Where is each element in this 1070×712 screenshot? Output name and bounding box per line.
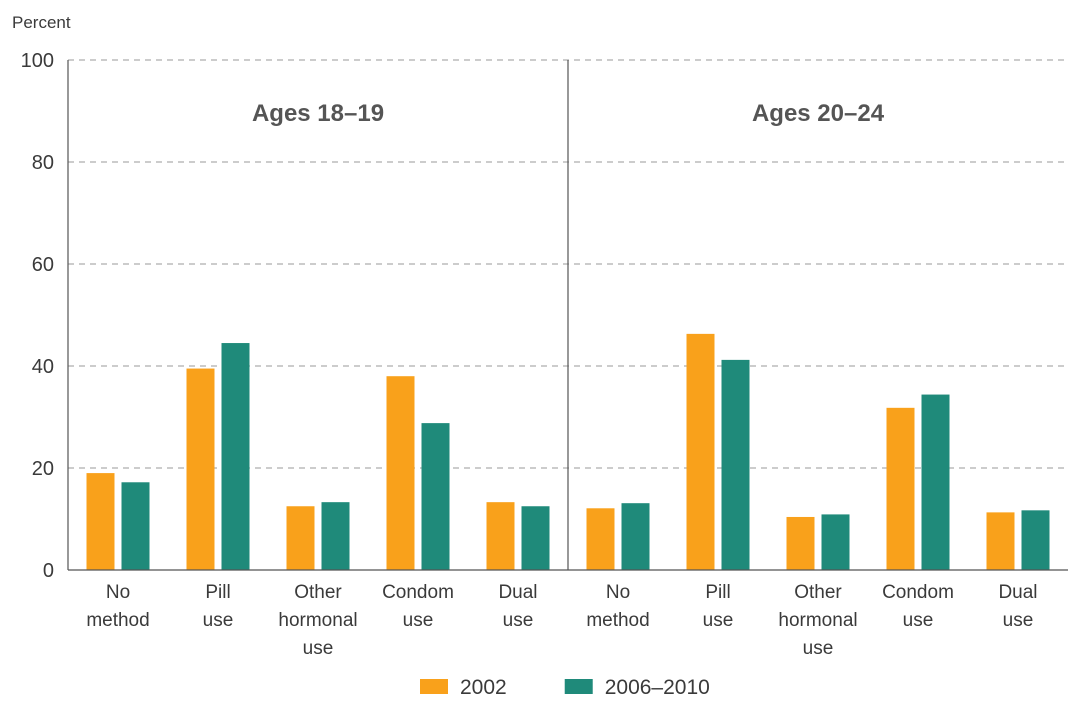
bar bbox=[986, 512, 1015, 570]
category-label: No bbox=[106, 582, 130, 603]
bar bbox=[821, 514, 850, 570]
y-tick-label: 20 bbox=[32, 458, 54, 480]
category-label: Pill bbox=[705, 582, 730, 603]
axes bbox=[67, 60, 1068, 571]
category-label: No bbox=[606, 582, 630, 603]
bar bbox=[521, 506, 550, 570]
category-label: hormonal bbox=[278, 610, 357, 631]
y-tick-label: 100 bbox=[21, 50, 54, 72]
category-label: use bbox=[503, 610, 534, 631]
category-label: method bbox=[86, 610, 149, 631]
category-label: Other bbox=[794, 582, 842, 603]
legend-entry: 2006–2010 bbox=[605, 676, 710, 699]
category-label: use bbox=[803, 638, 834, 659]
bar bbox=[86, 473, 115, 570]
y-tick-label: 40 bbox=[32, 356, 54, 378]
bar bbox=[1021, 510, 1050, 570]
category-label: hormonal bbox=[778, 610, 857, 631]
bar bbox=[786, 516, 815, 570]
bar bbox=[621, 503, 650, 570]
category-label: Dual bbox=[998, 582, 1037, 603]
y-axis-label: Percent bbox=[12, 13, 71, 32]
category-label: Pill bbox=[205, 582, 230, 603]
category-label: use bbox=[203, 610, 234, 631]
category-label: Other bbox=[294, 582, 342, 603]
y-tick-label: 0 bbox=[43, 560, 54, 582]
legend: 2002 2006–2010 bbox=[420, 676, 710, 699]
bar bbox=[386, 376, 415, 570]
bar bbox=[121, 482, 150, 570]
bar bbox=[886, 407, 915, 570]
category-label: Dual bbox=[498, 582, 537, 603]
category-label: method bbox=[586, 610, 649, 631]
panel-title: Ages 18–19 bbox=[252, 100, 384, 127]
category-label: use bbox=[1003, 610, 1034, 631]
category-label: use bbox=[403, 610, 434, 631]
category-label: use bbox=[903, 610, 934, 631]
bar bbox=[221, 343, 250, 570]
y-tick-label: 80 bbox=[32, 152, 54, 174]
y-tick-label: 60 bbox=[32, 254, 54, 276]
bar bbox=[686, 333, 715, 570]
category-label: use bbox=[303, 638, 334, 659]
category-label: Condom bbox=[382, 582, 454, 603]
panel-1: Ages 18–19 No method Pill use Other hormonal us… bbox=[86, 100, 550, 659]
legend-swatch bbox=[564, 679, 593, 694]
legend-swatch bbox=[420, 679, 448, 694]
bar bbox=[286, 506, 315, 570]
bar bbox=[921, 394, 950, 570]
bar bbox=[586, 508, 615, 570]
panel-title: Ages 20–24 bbox=[752, 100, 885, 127]
bar bbox=[721, 359, 750, 570]
y-tick-labels: 0 20 40 60 80 100 bbox=[21, 50, 54, 582]
panel-2: Ages 20–24 No method Pill use Other hormonal us… bbox=[586, 100, 1050, 659]
panels: Ages 18–19 No method Pill use Other hormonal us… bbox=[86, 100, 1050, 659]
bar bbox=[486, 502, 515, 570]
category-label: use bbox=[703, 610, 734, 631]
bar bbox=[321, 502, 350, 570]
bar bbox=[186, 368, 215, 570]
bar bbox=[421, 423, 450, 570]
legend-entry: 2002 bbox=[460, 676, 507, 699]
category-label: Condom bbox=[882, 582, 954, 603]
